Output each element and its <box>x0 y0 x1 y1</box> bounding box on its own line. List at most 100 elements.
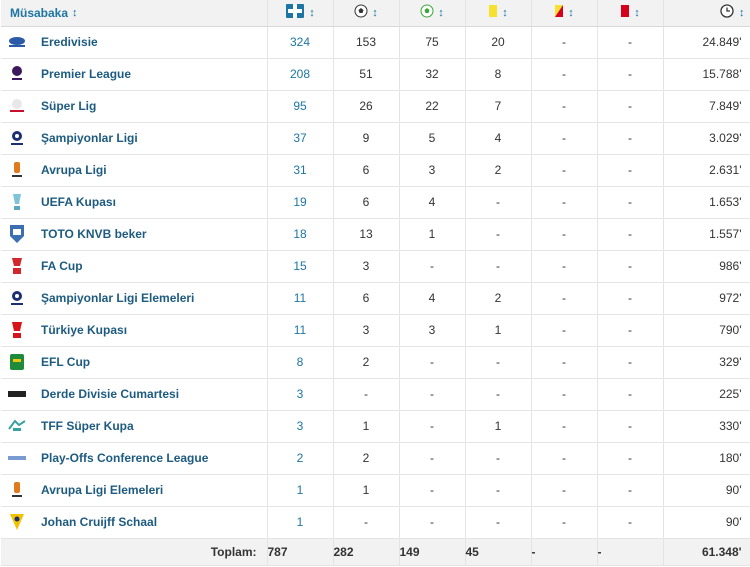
assists-value: 32 <box>399 58 466 91</box>
sort-arrows-icon: ↕ <box>309 6 315 19</box>
second-yellow-value: - <box>531 154 598 187</box>
competition-link[interactable]: TFF Süper Kupa <box>41 419 134 433</box>
sort-minutes-header[interactable]: ↕ <box>663 0 750 27</box>
appearances-link[interactable]: 1 <box>267 506 334 539</box>
totals-yellow-cards: 45 <box>465 538 532 566</box>
red-cards-value: - <box>597 58 664 91</box>
minutes-value: 986' <box>663 250 750 283</box>
second-yellow-value: - <box>531 506 598 539</box>
minutes-value: 329' <box>663 346 750 379</box>
yellow-cards-value: 1 <box>465 410 532 443</box>
appearances-link[interactable]: 3 <box>267 378 334 411</box>
goals-value: 2 <box>333 442 400 475</box>
assists-value: - <box>399 442 466 475</box>
goals-value: 1 <box>333 474 400 507</box>
appearances-link[interactable]: 31 <box>267 154 334 187</box>
europa-league-logo <box>7 160 27 180</box>
sort-arrows-icon: ↕ <box>372 6 378 19</box>
competition-link[interactable]: UEFA Kupası <box>41 195 116 209</box>
competition-link[interactable]: Süper Lig <box>41 99 97 113</box>
table-row: Avrupa Ligi 31 6 3 2- -2.631' <box>1 154 750 187</box>
competition-link[interactable]: Johan Cruijff Schaal <box>41 515 158 529</box>
appearances-link[interactable]: 18 <box>267 218 334 251</box>
appearances-link[interactable]: 3 <box>267 410 334 443</box>
assists-value: 4 <box>399 186 466 219</box>
red-cards-value: - <box>597 474 664 507</box>
goals-value: 3 <box>333 250 400 283</box>
appearances-link[interactable]: 8 <box>267 346 334 379</box>
appearances-link[interactable]: 15 <box>267 250 334 283</box>
sort-yellow-cards-header[interactable]: ↕ <box>465 0 532 27</box>
competition-link[interactable]: Şampiyonlar Ligi <box>41 131 138 145</box>
table-row: Premier League 208 51 32 8- -15.788' <box>1 58 750 91</box>
appearances-link[interactable]: 95 <box>267 90 334 123</box>
red-cards-value: - <box>597 506 664 539</box>
competition-link[interactable]: FA Cup <box>41 259 83 273</box>
red-cards-value: - <box>597 186 664 219</box>
totals-row: Toplam: 787 282 149 45 - - 61.348' <box>1 538 750 566</box>
second-yellow-value: - <box>531 378 598 411</box>
goals-value: - <box>333 378 400 411</box>
table-row: Eredivisie 324 153 75 20- -24.849' <box>1 26 750 59</box>
assists-value: - <box>399 474 466 507</box>
competition-cell: Avrupa Ligi Elemeleri <box>1 474 268 507</box>
yellow-cards-value: 4 <box>465 122 532 155</box>
second-yellow-value: - <box>531 26 598 59</box>
second-yellow-value: - <box>531 250 598 283</box>
competition-link[interactable]: Play-Offs Conference League <box>41 451 209 465</box>
sort-assists-header[interactable]: ↕ <box>399 0 466 27</box>
tff-super-kupa-logo <box>7 416 27 436</box>
appearances-link[interactable]: 324 <box>267 26 334 59</box>
competition-link[interactable]: Türkiye Kupası <box>41 323 128 337</box>
appearances-link[interactable]: 19 <box>267 186 334 219</box>
minutes-value: 15.788' <box>663 58 750 91</box>
competition-link[interactable]: Avrupa Ligi Elemeleri <box>41 483 164 497</box>
competition-link[interactable]: Derde Divisie Cumartesi <box>41 387 180 401</box>
sort-goals-header[interactable]: ↕ <box>333 0 400 27</box>
sort-competition-header[interactable]: Müsabaka ↕ <box>1 0 268 27</box>
yellow-cards-value: - <box>465 186 532 219</box>
yellow-card-icon <box>488 4 498 21</box>
table-row: Derde Divisie Cumartesi 3- - - - -225' <box>1 378 750 411</box>
table-row: Şampiyonlar Ligi 37 9 5 4- -3.029' <box>1 122 750 155</box>
appearances-link[interactable]: 1 <box>267 474 334 507</box>
red-cards-value: - <box>597 442 664 475</box>
appearances-link[interactable]: 208 <box>267 58 334 91</box>
appearances-link[interactable]: 11 <box>267 314 334 347</box>
minutes-value: 790' <box>663 314 750 347</box>
appearances-link[interactable]: 2 <box>267 442 334 475</box>
sort-arrows-icon: ↕ <box>72 6 78 19</box>
minutes-value: 180' <box>663 442 750 475</box>
second-yellow-value: - <box>531 346 598 379</box>
goals-value: 6 <box>333 154 400 187</box>
competition-link[interactable]: Avrupa Ligi <box>41 163 107 177</box>
eredivisie-logo <box>7 32 27 52</box>
competition-link[interactable]: EFL Cup <box>41 355 91 369</box>
second-yellow-value: - <box>531 442 598 475</box>
competition-cell: Türkiye Kupası <box>1 314 268 347</box>
competition-cell: UEFA Kupası <box>1 186 268 219</box>
minutes-value: 1.653' <box>663 186 750 219</box>
competition-link[interactable]: Premier League <box>41 67 132 81</box>
assists-value: 5 <box>399 122 466 155</box>
goals-value: 6 <box>333 186 400 219</box>
competition-link[interactable]: TOTO KNVB beker <box>41 227 147 241</box>
yellow-cards-value: - <box>465 474 532 507</box>
competition-link[interactable]: Şampiyonlar Ligi Elemeleri <box>41 291 195 305</box>
totals-assists: 149 <box>399 538 466 566</box>
competition-cell: Şampiyonlar Ligi <box>1 122 268 155</box>
assists-value: 1 <box>399 218 466 251</box>
yellow-cards-value: - <box>465 442 532 475</box>
assists-value: 3 <box>399 154 466 187</box>
appearances-link[interactable]: 11 <box>267 282 334 315</box>
yellow-cards-value: 8 <box>465 58 532 91</box>
sort-appearances-header[interactable]: ↕ <box>267 0 334 27</box>
derde-divisie-logo <box>7 384 27 404</box>
appearances-link[interactable]: 37 <box>267 122 334 155</box>
minutes-value: 2.631' <box>663 154 750 187</box>
sort-second-yellow-header[interactable]: ↕ <box>531 0 598 27</box>
competition-link[interactable]: Eredivisie <box>41 35 98 49</box>
red-cards-value: - <box>597 314 664 347</box>
sort-red-cards-header[interactable]: ↕ <box>597 0 664 27</box>
table-row: TOTO KNVB beker 18 13 1- - -1.557' <box>1 218 750 251</box>
